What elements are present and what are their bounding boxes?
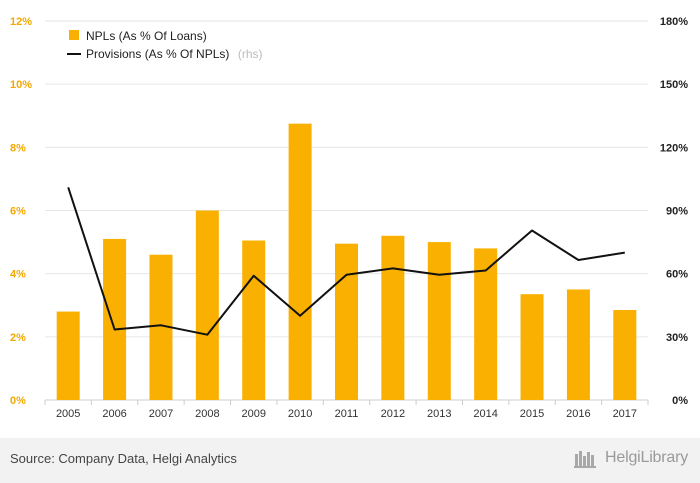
bar-2008 [195,210,219,400]
combo-chart: 0% 2% 4% 6% 8% 10% 12% 0% 30% 60% 90% 120% 150% 180%… [10,16,688,420]
bar-2012 [381,235,405,400]
left-tick-label: 0% [10,395,26,407]
bar-2006 [103,238,127,400]
x-tick-label: 2006 [102,408,126,420]
brand-name: HelgiLibrary [605,449,688,466]
right-tick-label: 120% [660,142,688,154]
right-tick-label: 30% [666,332,688,344]
legend-swatch-npl [69,30,79,40]
bar-2010 [288,123,312,400]
x-tick-label: 2012 [381,408,405,420]
bar-2007 [149,254,173,400]
helgi-library-logo-icon [574,451,597,468]
bar-2013 [427,242,451,400]
left-tick-label: 10% [10,79,32,91]
left-tick-label: 12% [10,16,32,28]
x-tick-label: 2005 [56,408,80,420]
x-tick-label: 2013 [427,408,451,420]
x-axis: 2005 2006 2007 2008 2009 2010 2011 2012 2013 2014… [44,400,649,420]
source-note: Source: Company Data, Helgi Analytics [10,451,237,466]
bar-2014 [474,248,498,400]
left-tick-label: 2% [10,332,26,344]
legend-label-rhs: (rhs) [238,47,263,61]
x-tick-label: 2016 [566,408,590,420]
bar-2016 [566,289,590,400]
bar-2017 [613,309,637,400]
legend: NPLs (As % Of Loans) Provisions (As % Of… [67,29,263,62]
footer: Source: Company Data, Helgi Analytics He… [0,438,700,483]
right-tick-label: 0% [672,395,688,407]
left-tick-label: 4% [10,269,26,281]
legend-label-provisions-group: Provisions (As % Of NPLs) (rhs) [86,45,263,62]
bar-2009 [242,240,266,400]
x-tick-label: 2009 [241,408,265,420]
brand[interactable]: HelgiLibrary [574,448,688,468]
left-tick-label: 8% [10,142,26,154]
right-axis: 0% 30% 60% 90% 120% 150% 180% [660,16,688,407]
right-tick-label: 90% [666,206,688,218]
x-tick-label: 2014 [473,408,497,420]
legend-label-provisions: Provisions (As % Of NPLs) [86,47,229,61]
right-tick-label: 150% [660,79,688,91]
x-tick-label: 2010 [288,408,312,420]
right-tick-label: 180% [660,16,688,28]
provisions-line [67,186,625,336]
x-tick-label: 2007 [149,408,173,420]
right-tick-label: 60% [666,269,688,281]
provisions-line-path [67,186,625,336]
bar-2011 [335,243,358,400]
x-tick-label: 2017 [613,408,637,420]
bar-2005 [56,311,80,400]
x-tick-label: 2015 [520,408,544,420]
left-axis: 0% 2% 4% 6% 8% 10% 12% [10,16,32,407]
x-tick-label: 2008 [195,408,219,420]
npl-bars [56,123,637,400]
x-tick-label: 2011 [335,408,359,420]
legend-label-npl: NPLs (As % Of Loans) [86,29,207,43]
left-tick-label: 6% [10,206,26,218]
bar-2015 [520,294,544,400]
